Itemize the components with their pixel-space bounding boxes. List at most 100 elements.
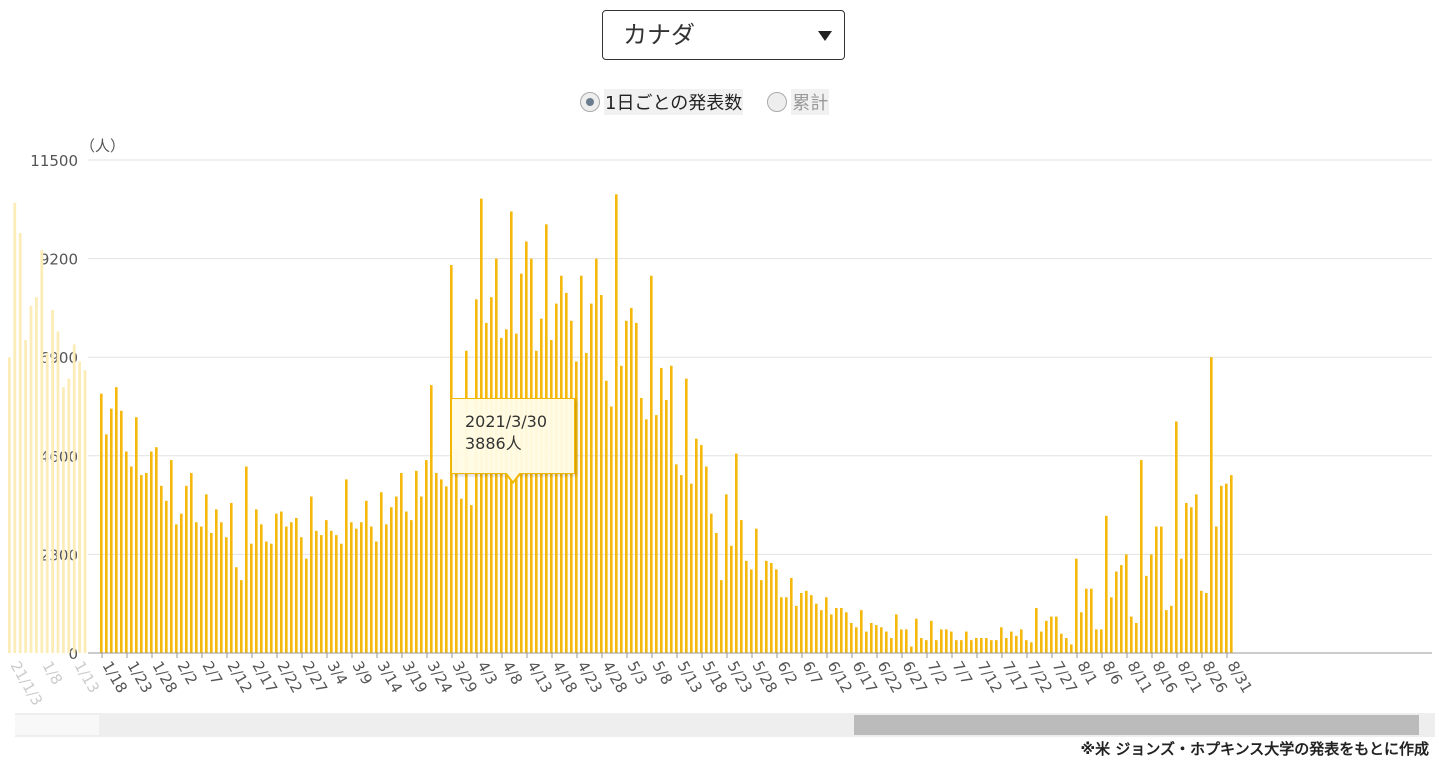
bar [765, 560, 768, 653]
x-tick-label: 7/12 [974, 658, 1006, 696]
bar [430, 385, 433, 653]
x-tick-label: 4/23 [574, 658, 606, 696]
x-tick-label: 7/27 [1049, 658, 1081, 696]
x-tick-label: 1/28 [149, 658, 181, 696]
bar [540, 318, 543, 653]
x-tick-label: 5/8 [649, 658, 677, 688]
bar [125, 451, 128, 653]
x-tick-label: 4/18 [549, 658, 581, 696]
bar [1220, 485, 1223, 653]
bar [1190, 507, 1193, 653]
radio-unchecked-icon[interactable] [767, 92, 788, 112]
bar [840, 607, 843, 653]
x-tick-label: 2/7 [199, 658, 227, 688]
bar [350, 522, 353, 653]
bar [920, 637, 923, 653]
bar [1160, 526, 1163, 653]
bar [1005, 637, 1008, 653]
bar [990, 640, 993, 653]
bar [745, 560, 748, 653]
bar [710, 513, 713, 653]
x-tick-label: 3/29 [449, 658, 481, 696]
bar [945, 629, 948, 653]
bar [655, 415, 658, 653]
scrollbar-thumb[interactable] [854, 715, 1419, 735]
bar [625, 320, 628, 653]
bar [590, 303, 593, 653]
bar [170, 460, 173, 653]
bar [550, 340, 553, 653]
bar [815, 603, 818, 653]
bar [740, 520, 743, 653]
bar [615, 194, 618, 653]
bar [1090, 588, 1093, 653]
bar [1100, 629, 1103, 653]
x-tick-label: 7/17 [999, 658, 1031, 696]
y-tick-label: 11500 [30, 152, 78, 170]
bar [835, 607, 838, 653]
radio-daily[interactable]: 1日ごとの発表数 [580, 89, 744, 115]
radio-checked-icon[interactable] [580, 92, 600, 112]
faded-bar [45, 352, 49, 653]
bar [300, 537, 303, 653]
x-tick-label: 6/7 [799, 658, 827, 688]
faded-bar [62, 387, 65, 653]
tooltip-pointer-fill [506, 472, 520, 481]
bar [335, 535, 338, 653]
bar [515, 333, 518, 653]
bar [730, 545, 733, 653]
bar [975, 637, 978, 653]
x-tick-label: 2/22 [274, 658, 306, 696]
bar [570, 320, 573, 653]
bar [1020, 629, 1023, 653]
bar [955, 640, 958, 653]
x-tick-label: 2/12 [224, 658, 256, 696]
bar [1040, 631, 1043, 653]
bar [485, 322, 488, 653]
bar [1130, 616, 1133, 653]
x-tick-label: 8/26 [1199, 658, 1231, 696]
bar [225, 537, 228, 653]
country-select-value: カナダ [623, 21, 695, 49]
bar [890, 637, 893, 653]
bar [675, 464, 678, 653]
mode-radio-group: 1日ごとの発表数 累計 [580, 89, 853, 115]
bar [700, 445, 703, 653]
bar [220, 522, 223, 653]
x-tick-label: 3/19 [399, 658, 431, 696]
bar [775, 569, 778, 653]
bar [150, 451, 153, 653]
tooltip-value: 3886人 [465, 434, 522, 453]
bar [370, 526, 373, 653]
radio-cumulative[interactable]: 累計 [767, 89, 830, 115]
bar [1025, 640, 1028, 653]
x-tick-label: 7/22 [1024, 658, 1056, 696]
bar [750, 569, 753, 653]
bar [830, 614, 833, 653]
radio-cumulative-label: 累計 [791, 89, 830, 115]
bar [1170, 605, 1173, 653]
bar [445, 486, 448, 653]
bar [250, 543, 253, 653]
bar [785, 597, 788, 653]
source-note: ※米 ジョンズ・ホプキンス大学の発表をもとに作成 [1080, 740, 1429, 758]
bar [630, 307, 633, 653]
country-select[interactable]: カナダ [602, 10, 845, 60]
bar [135, 417, 138, 653]
bar [425, 460, 428, 653]
x-tick-label: 3/14 [374, 658, 406, 696]
bar [800, 592, 803, 653]
chart-scrollbar[interactable] [15, 713, 1435, 737]
bar [270, 543, 273, 653]
bar [665, 400, 668, 653]
x-tick-label: 2/17 [249, 658, 281, 696]
bar [265, 541, 268, 653]
bar [210, 532, 213, 653]
bar [605, 380, 608, 653]
bar [995, 640, 998, 653]
x-tick-label: 6/22 [874, 658, 906, 696]
bar [1065, 637, 1068, 653]
faded-bar [51, 310, 54, 653]
bar [1055, 616, 1058, 653]
bar [405, 511, 408, 653]
